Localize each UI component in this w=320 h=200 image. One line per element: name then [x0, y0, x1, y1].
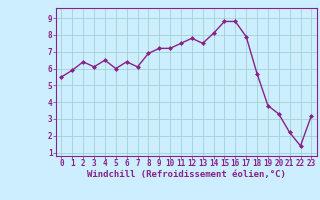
X-axis label: Windchill (Refroidissement éolien,°C): Windchill (Refroidissement éolien,°C)	[87, 170, 286, 179]
